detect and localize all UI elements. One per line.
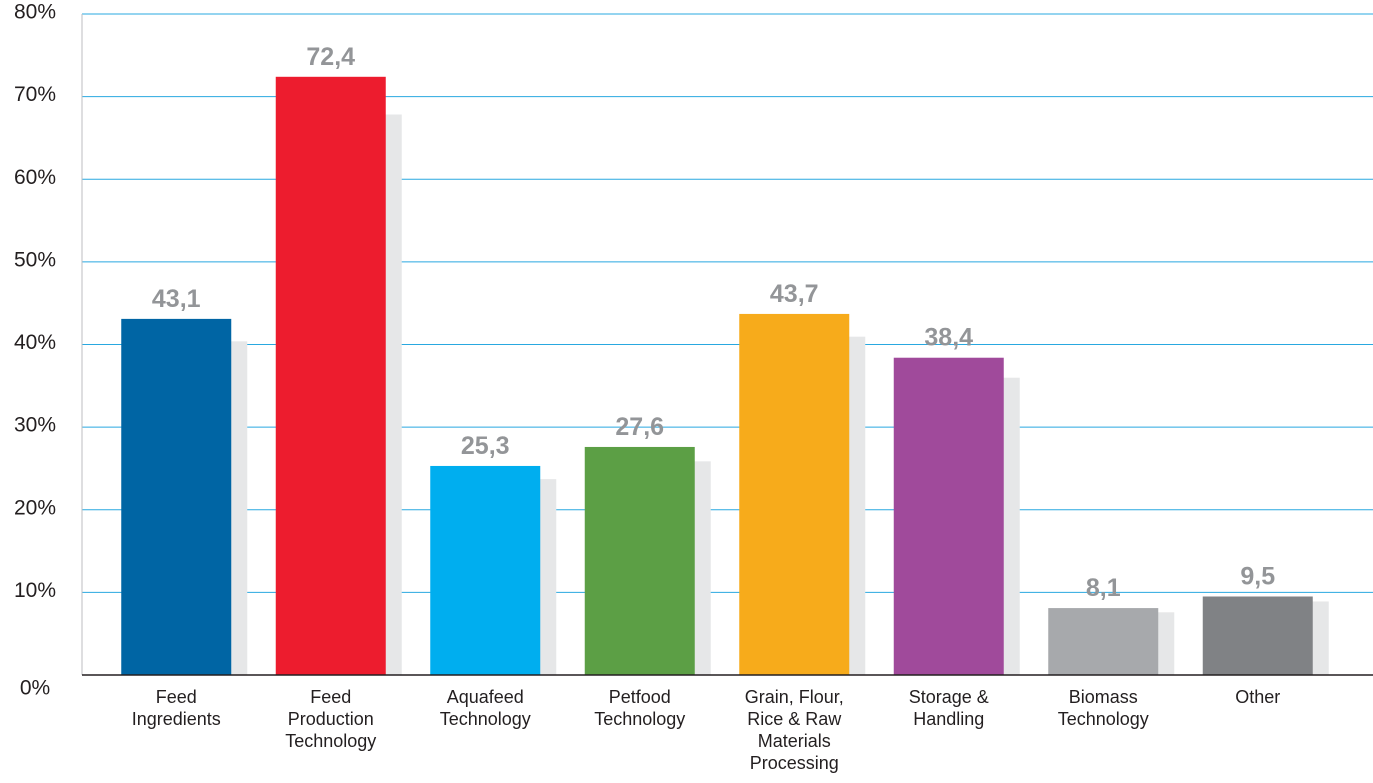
bar bbox=[584, 446, 695, 675]
y-tick-label: 10% bbox=[14, 579, 56, 602]
bar bbox=[1202, 596, 1313, 675]
y-tick-label: 50% bbox=[14, 248, 56, 271]
value-label: 25,3 bbox=[461, 432, 510, 460]
bar bbox=[893, 357, 1004, 675]
x-tick-label: Grain, Flour, Rice & Raw Materials Proce… bbox=[744, 687, 844, 773]
bar bbox=[275, 76, 386, 676]
x-tick-label: Feed Production Technology bbox=[285, 687, 377, 751]
y-tick-label: 40% bbox=[14, 331, 56, 354]
y-tick-label: 60% bbox=[14, 166, 56, 189]
x-tick-label: Petfood Technology bbox=[594, 687, 686, 729]
x-tick-label: Biomass Technology bbox=[1057, 687, 1149, 729]
value-label: 43,1 bbox=[152, 285, 201, 313]
bar bbox=[739, 313, 850, 675]
bar bbox=[1048, 608, 1159, 675]
value-label: 38,4 bbox=[924, 324, 973, 352]
x-tick-label: Other bbox=[1235, 687, 1281, 707]
x-tick-label: Storage & Handling bbox=[908, 687, 989, 729]
y-tick-label: 80% bbox=[14, 1, 56, 24]
bar bbox=[121, 318, 232, 675]
x-tick-label: Feed Ingredients bbox=[131, 687, 221, 729]
value-label: 43,7 bbox=[770, 280, 819, 308]
y-tick-label: 30% bbox=[14, 414, 56, 437]
value-label: 72,4 bbox=[306, 43, 355, 71]
value-label: 9,5 bbox=[1240, 563, 1275, 591]
y-tick-label: 70% bbox=[14, 83, 56, 106]
x-tick-label: Aquafeed Technology bbox=[439, 687, 531, 729]
value-label: 27,6 bbox=[615, 413, 664, 441]
bar bbox=[430, 465, 541, 675]
y-tick-label: 20% bbox=[14, 496, 56, 519]
value-label: 8,1 bbox=[1086, 574, 1121, 602]
y-tick-label: 0% bbox=[20, 677, 50, 700]
